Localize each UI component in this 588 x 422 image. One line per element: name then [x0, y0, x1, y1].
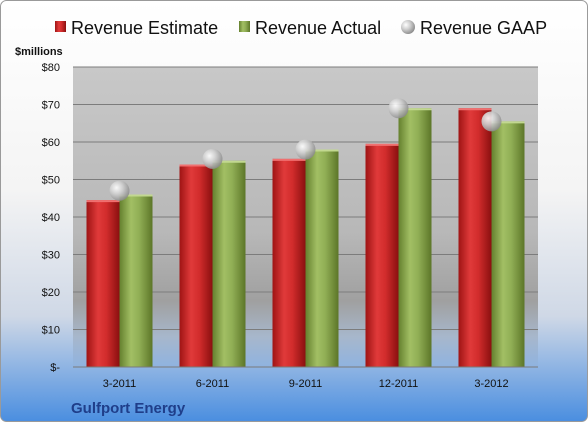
bar-revenue-estimate: [272, 158, 306, 367]
bar-revenue-actual: [491, 121, 525, 367]
marker-revenue-gaap: [481, 111, 502, 132]
bar-top-highlight: [212, 160, 246, 163]
gaap-markers: [109, 98, 502, 201]
y-tick-label: $30: [42, 250, 60, 262]
bar-top-highlight: [272, 158, 306, 161]
bar-top-highlight: [365, 143, 399, 146]
bar-revenue-actual: [305, 149, 339, 367]
y-tick-label: $40: [42, 212, 60, 224]
y-tick-label: $80: [42, 62, 60, 74]
bar-revenue-actual: [119, 194, 153, 367]
y-tick-label: $10: [42, 325, 60, 337]
bar-top-highlight: [491, 121, 525, 124]
legend-label-revenue-estimate: Revenue Estimate: [71, 18, 218, 38]
bar-revenue-actual: [212, 160, 246, 367]
bar-top-highlight: [179, 164, 213, 167]
y-tick-label: $-: [50, 362, 60, 374]
bars: [86, 108, 525, 367]
y-tick-label: $60: [42, 137, 60, 149]
y-tick-label: $20: [42, 287, 60, 299]
marker-revenue-gaap: [388, 98, 409, 119]
legend-marker-revenue-gaap: [401, 20, 415, 34]
x-tick-label: 12-2011: [379, 378, 419, 390]
legend-swatch-revenue-estimate: [55, 21, 66, 32]
company-name: Gulfport Energy: [71, 400, 186, 417]
bar-revenue-actual: [398, 108, 432, 367]
marker-revenue-gaap: [295, 139, 316, 160]
x-tick-label: 3-2011: [103, 378, 136, 390]
y-axis-labels: $- $10 $20 $30 $40 $50 $60 $70 $80: [42, 62, 61, 374]
bar-top-highlight: [458, 108, 492, 111]
legend: Revenue Estimate Revenue Actual Revenue …: [55, 18, 547, 38]
bar-revenue-estimate: [86, 200, 120, 367]
bar-top-highlight: [119, 194, 153, 197]
legend-label-revenue-actual: Revenue Actual: [255, 18, 381, 38]
legend-swatch-revenue-actual: [239, 21, 250, 32]
unit-label: $millions: [15, 46, 63, 58]
x-axis-labels: 3-2011 6-2011 9-2011 12-2011 3-2012: [103, 378, 509, 390]
bar-revenue-estimate: [458, 108, 492, 367]
x-tick-label: 3-2012: [474, 378, 508, 390]
x-tick-label: 6-2011: [196, 378, 229, 390]
y-tick-label: $70: [42, 100, 60, 112]
marker-revenue-gaap: [109, 180, 130, 201]
x-tick-label: 9-2011: [289, 378, 322, 390]
bar-top-highlight: [305, 149, 339, 152]
marker-revenue-gaap: [202, 148, 223, 169]
legend-label-revenue-gaap: Revenue GAAP: [420, 18, 547, 38]
bar-revenue-estimate: [365, 143, 399, 367]
y-tick-label: $50: [42, 175, 60, 187]
bar-top-highlight: [86, 200, 120, 203]
bar-revenue-estimate: [179, 164, 213, 367]
bar-top-highlight: [398, 108, 432, 111]
